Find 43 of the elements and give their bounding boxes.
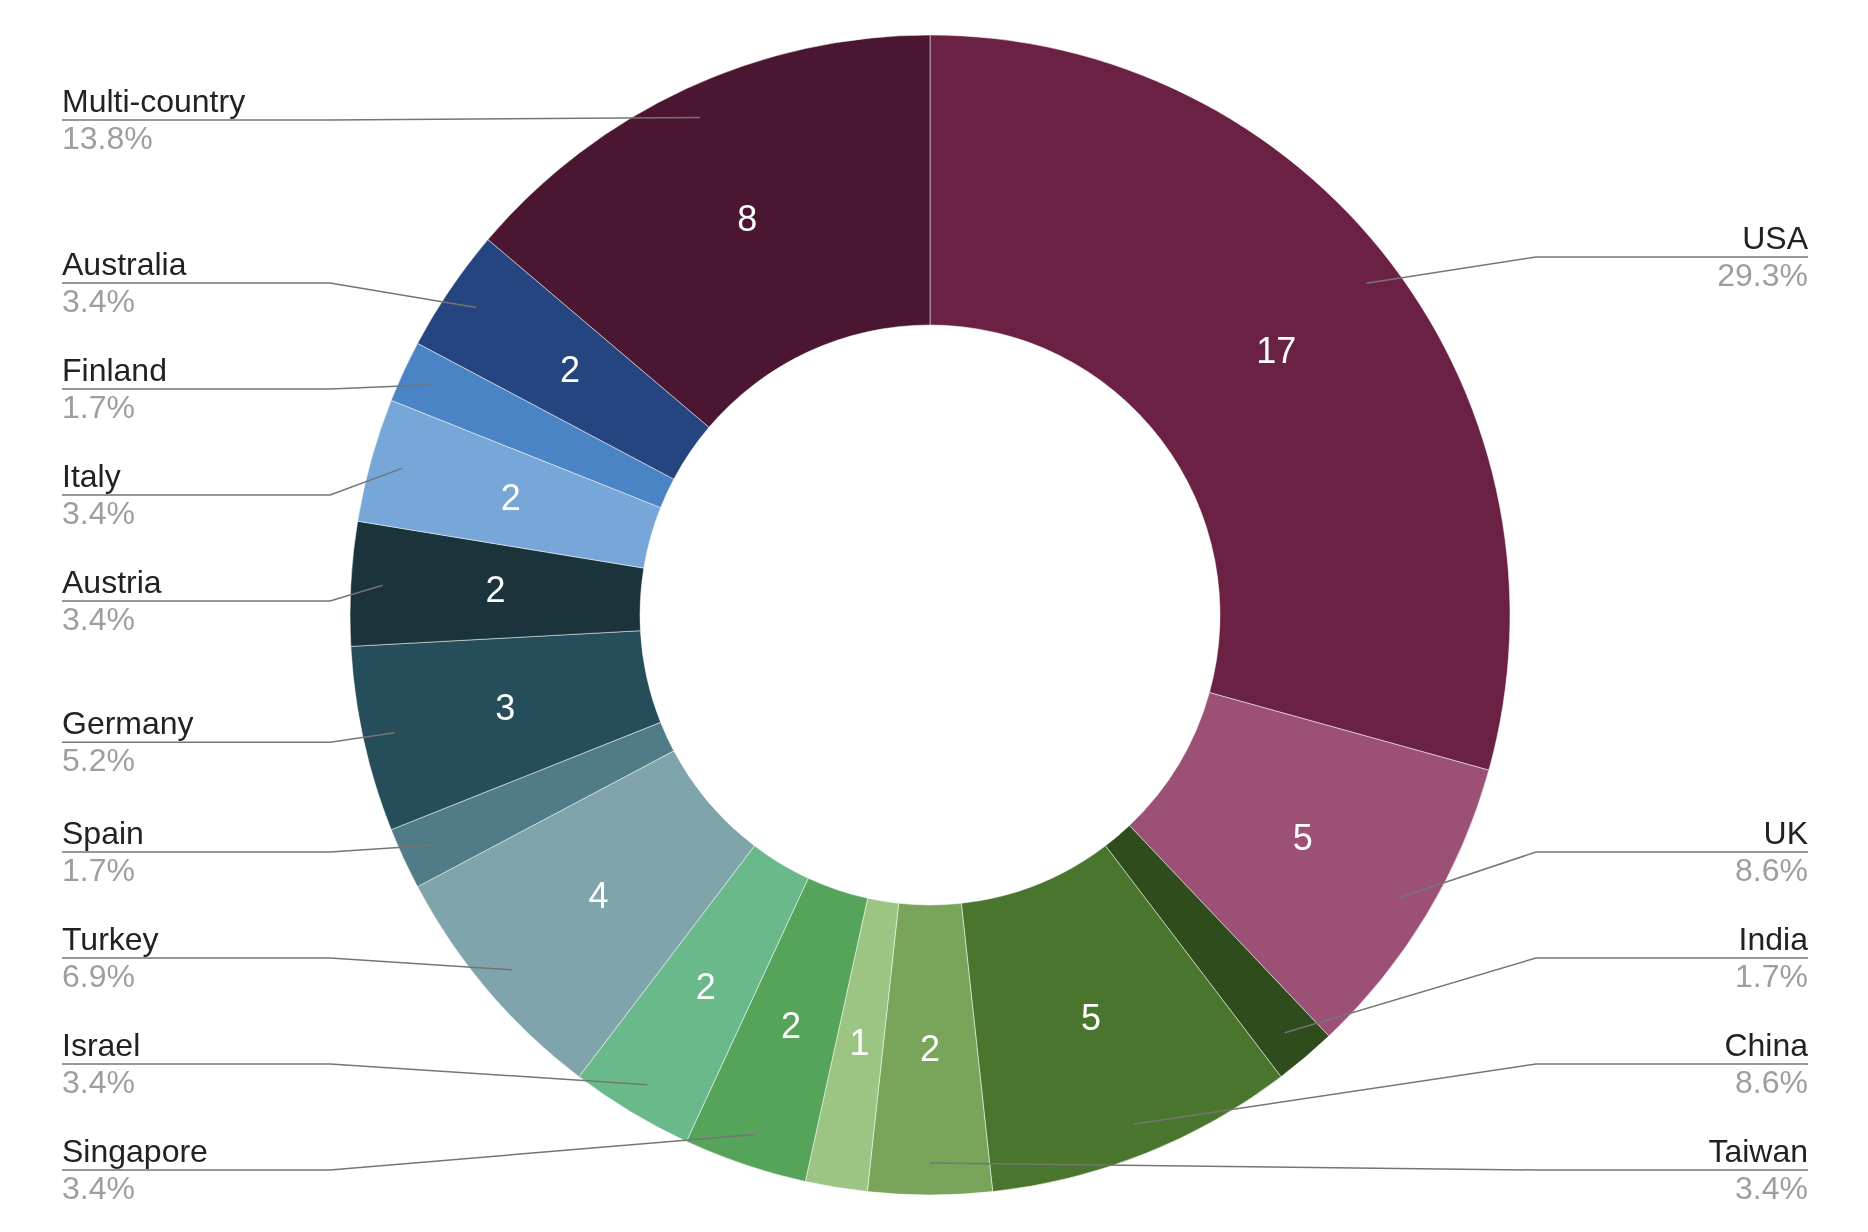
data-label: 4 [588,874,609,916]
data-label: 2 [781,1005,802,1047]
data-label: 1 [849,1022,870,1064]
text: 1.7% [1735,958,1808,994]
slice-label: Spain [62,815,144,851]
data-label: 2 [485,569,506,611]
text: 1.7% [62,852,135,888]
data-label: 8 [737,198,758,240]
text: 3.4% [1735,1170,1808,1206]
text: 3.4% [62,1064,135,1100]
slice-label: Turkey [62,921,159,957]
text: 1.7% [62,389,135,425]
text: 6.9% [62,958,135,994]
text: 3.4% [62,283,135,319]
text: 3.4% [62,601,135,637]
slice-label: Austria [62,564,162,600]
slice-label: China [1724,1027,1809,1063]
slice-label: Australia [62,246,187,282]
data-label: 2 [500,476,521,518]
data-label: 5 [1292,817,1313,859]
data-label: 2 [695,965,716,1007]
text: 3.4% [62,495,135,531]
slice-label: Multi-country [62,83,246,119]
text: 8.6% [1735,852,1808,888]
text: 5.2% [62,742,135,779]
data-label: 2 [559,348,580,390]
slice-label: Finland [62,352,167,388]
data-label: 2 [919,1028,941,1069]
slice-label: UK [1763,815,1808,851]
slice-label: Italy [62,458,121,494]
slice-label: Israel [62,1027,141,1063]
data-label: 3 [495,686,516,728]
text: 29.3% [1717,256,1808,293]
slice-label: Taiwan [1708,1133,1808,1169]
slice-label: Singapore [62,1133,208,1169]
slice-label: USA [1742,219,1809,256]
data-label: 5 [1080,997,1102,1039]
text: 13.8% [62,120,153,156]
text: 3.4% [62,1170,135,1206]
data-label: 17 [1256,329,1297,371]
slice-label: Germany [62,705,194,742]
text: 8.6% [1735,1064,1808,1100]
slice-label: India [1738,921,1809,957]
